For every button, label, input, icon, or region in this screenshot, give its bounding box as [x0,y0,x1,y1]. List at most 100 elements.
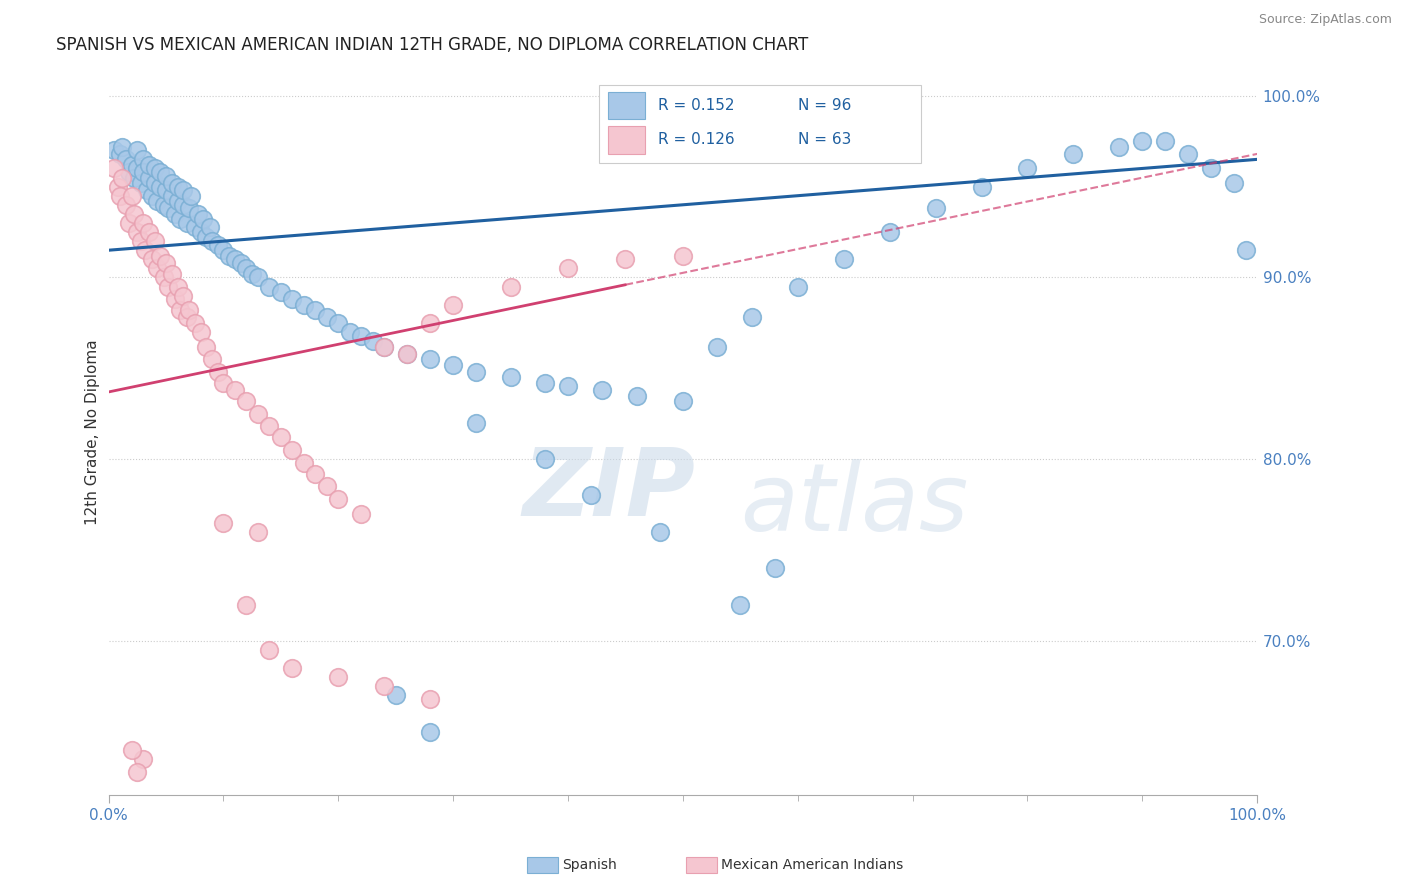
Point [176,310,198,325]
Point [240,267,263,281]
Point [160,176,183,190]
Point [1130,134,1153,148]
Point [184,316,207,330]
Point [135,183,157,197]
Point [198,219,221,234]
Point [304,303,326,318]
Point [165,293,187,307]
Point [152,270,174,285]
Point [499,370,522,384]
Point [127,764,149,779]
Point [169,212,191,227]
Point [465,416,488,430]
Point [138,170,160,185]
Point [127,225,149,239]
Point [143,234,166,248]
Point [292,456,315,470]
Point [441,358,464,372]
Point [172,198,194,212]
Point [201,234,224,248]
Point [396,347,419,361]
FancyBboxPatch shape [599,85,921,163]
Point [1017,161,1039,176]
Point [190,225,212,239]
Point [281,661,304,675]
Point [146,194,169,209]
Text: SPANISH VS MEXICAN AMERICAN INDIAN 12TH GRADE, NO DIPLOMA CORRELATION CHART: SPANISH VS MEXICAN AMERICAN INDIAN 12TH … [56,36,808,54]
Point [741,310,763,325]
Point [270,430,292,444]
Point [384,689,406,703]
Point [134,244,156,258]
Point [108,147,131,161]
Point [212,516,235,530]
Point [132,216,155,230]
Point [166,279,188,293]
Point [832,252,855,267]
Point [315,479,337,493]
Point [107,179,129,194]
Point [172,288,194,302]
Point [292,298,315,312]
Point [212,244,235,258]
Point [132,165,155,179]
Point [879,225,901,239]
Point [177,202,200,216]
Point [141,188,163,202]
Point [730,598,752,612]
Point [614,252,637,267]
Point [1177,147,1199,161]
Point [224,383,246,397]
Point [648,524,671,539]
Point [373,679,395,693]
Point [499,279,522,293]
Point [350,328,373,343]
Point [184,219,207,234]
Point [160,267,183,281]
Point [259,279,281,293]
Point [138,158,160,172]
Point [111,139,134,153]
Point [111,170,134,185]
Point [1062,147,1084,161]
Point [270,285,292,299]
Point [246,270,269,285]
Point [129,176,152,190]
Point [970,179,993,194]
Point [195,230,218,244]
Point [149,179,172,194]
Text: Source: ZipAtlas.com: Source: ZipAtlas.com [1258,13,1392,27]
Point [115,153,138,167]
Point [626,388,648,402]
Point [160,188,183,202]
Point [118,165,141,179]
Point [672,394,695,409]
Point [1154,134,1177,148]
Point [187,207,209,221]
Point [350,507,373,521]
Point [235,261,257,276]
Point [121,743,143,757]
Point [328,670,350,684]
Point [155,183,177,197]
Point [229,256,252,270]
Point [143,161,166,176]
Point [328,492,350,507]
FancyBboxPatch shape [609,126,645,153]
Point [103,143,125,157]
Point [786,279,808,293]
Point [235,394,257,409]
Point [146,261,169,276]
Point [149,165,172,179]
Point [207,237,229,252]
Point [672,249,695,263]
Point [166,194,188,209]
Point [763,561,786,575]
Point [304,467,326,481]
Point [361,334,384,348]
Point [706,339,728,353]
Point [419,352,441,367]
Point [924,202,946,216]
Text: Mexican American Indians: Mexican American Indians [721,858,904,872]
Point [373,339,395,353]
